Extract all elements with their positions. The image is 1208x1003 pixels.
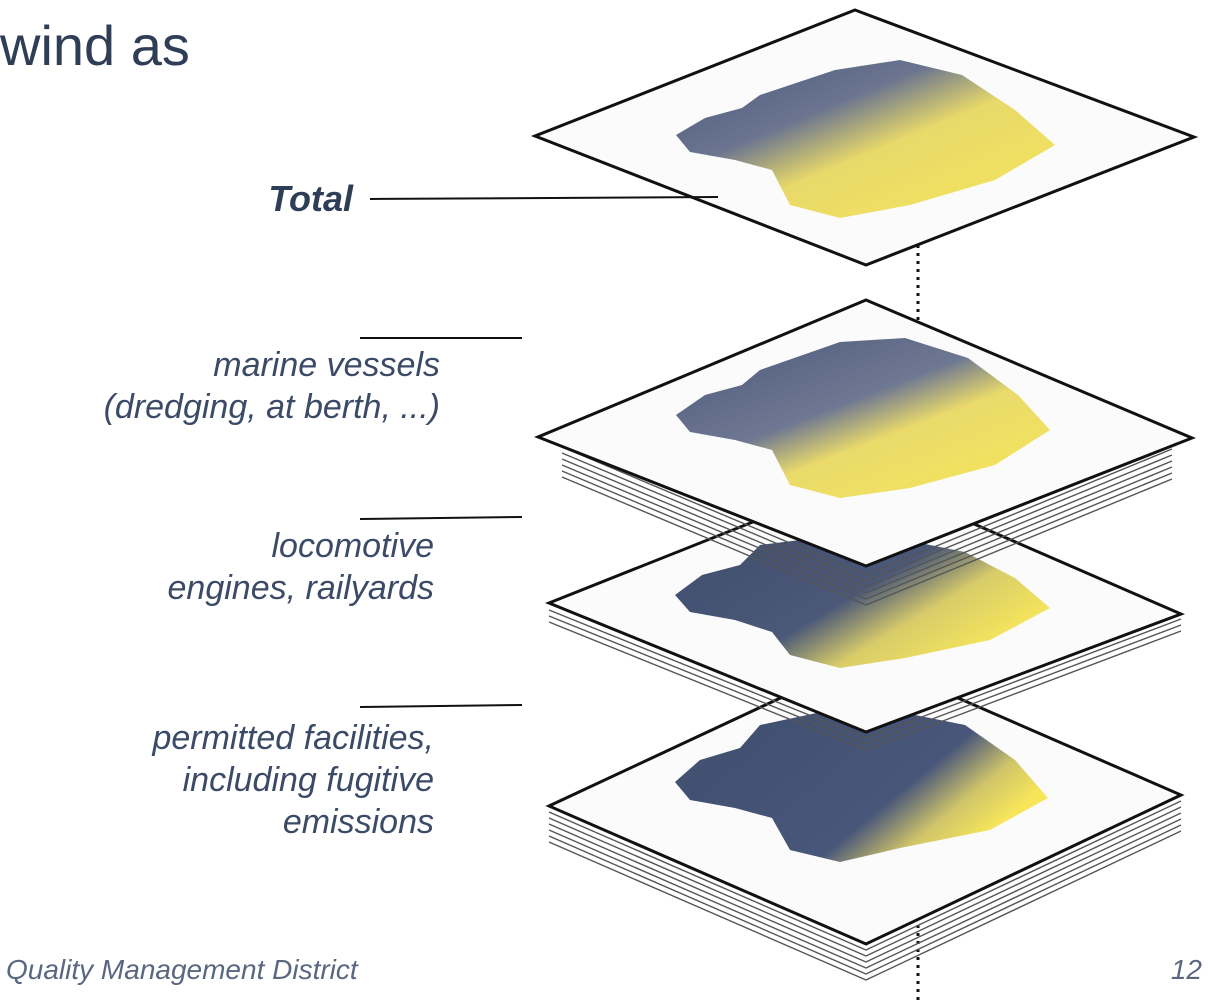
layer-marine-map [676, 338, 1050, 498]
label-locomotive-line-2: engines, railyards [167, 569, 434, 607]
label-total: Total [268, 178, 353, 220]
leader-line-locomotive [359, 516, 523, 520]
layer-marine [534, 298, 1196, 606]
label-permitted-line-1: permitted facilities, [152, 719, 434, 757]
label-locomotive-line-1: locomotive [271, 527, 434, 565]
label-marine-line-1: marine vessels [213, 346, 440, 384]
leader-line-permitted [359, 704, 523, 708]
layer-locomotive-stack-edges [548, 609, 1182, 751]
label-total-line: Total [268, 178, 353, 219]
label-permitted-facilities: permitted facilities, including fugitive… [152, 717, 434, 843]
slide-title-fragment: wind as [0, 14, 190, 77]
layer-total [530, 8, 1199, 267]
leader-line-total [369, 196, 719, 200]
layer-permitted-stack-edges [548, 800, 1182, 981]
label-locomotive: locomotive engines, railyards [168, 525, 434, 609]
page-number: 12 [1170, 954, 1202, 985]
layer-permitted [545, 656, 1185, 981]
layer-permitted-map [675, 708, 1048, 862]
layer-total-map [676, 60, 1055, 218]
label-permitted-line-2: including fugitive [182, 761, 434, 799]
label-marine-vessels: marine vessels (dredging, at berth, ...) [104, 344, 440, 428]
label-marine-line-2: (dredging, at berth, ...) [103, 388, 440, 426]
label-permitted-line-3: emissions [282, 803, 434, 841]
footer-organization: Quality Management District [6, 954, 358, 985]
layer-marine-stack-edges [561, 446, 1173, 606]
